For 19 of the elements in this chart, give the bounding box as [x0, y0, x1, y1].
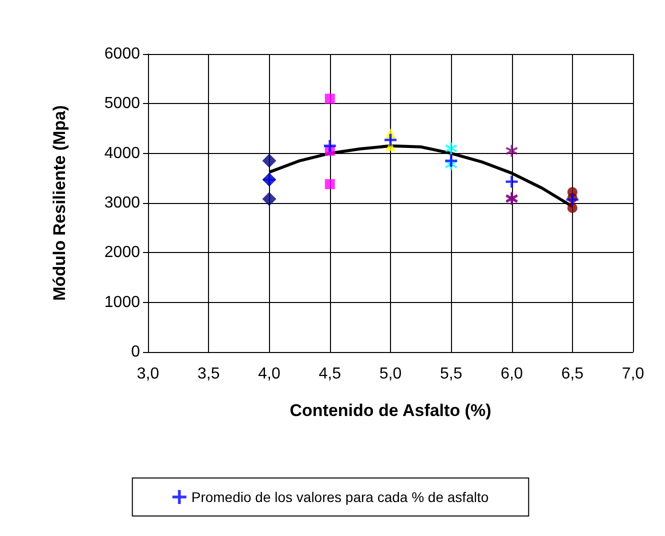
x-tick-label: 3,5	[198, 366, 220, 382]
y-tick-label: 5000	[104, 95, 140, 112]
x-axis-title: Contenido de Asfalto (%)	[290, 401, 492, 420]
x-tick-label: 5,5	[440, 366, 462, 382]
x-tick-label: 5,0	[379, 366, 402, 382]
x-tick-label: 6,5	[561, 366, 584, 382]
y-tick-label: 1000	[104, 294, 140, 311]
y-tick-label: 6000	[104, 46, 140, 62]
x-tick-label: 6,0	[500, 366, 523, 382]
y-axis-title: Módulo Resiliente (Mpa)	[50, 105, 69, 301]
x-tick-label: 7,0	[622, 366, 644, 382]
x-tick-label: 3,0	[136, 366, 160, 382]
y-tick-label: 0	[131, 344, 140, 360]
y-tick-label: 4000	[104, 144, 140, 162]
y-tick-label: 2000	[104, 244, 140, 262]
legend-label: Promedio de los valores para cada % de asfalto	[191, 489, 489, 505]
x-tick-label: 4,0	[258, 366, 280, 382]
y-tick-label: 3000	[104, 194, 140, 212]
x-tick-label: 4,5	[318, 366, 342, 382]
